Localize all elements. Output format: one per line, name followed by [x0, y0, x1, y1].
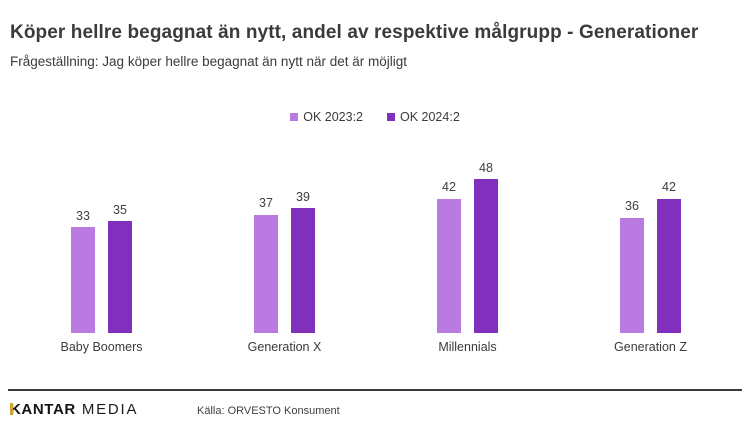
- bar-chart: 33 35 Baby Boomers 37 39 Generation X 42 48 Mill…: [10, 158, 742, 354]
- category-label: Generation Z: [614, 340, 687, 354]
- bar-group: 36 42 Generation Z: [559, 158, 742, 354]
- legend-swatch-icon: [290, 113, 299, 121]
- category-label: Millennials: [438, 340, 497, 354]
- bar-20242: [474, 179, 498, 333]
- bar-20242: [291, 208, 315, 333]
- source-note: Källa: ORVESTO Konsument: [197, 405, 340, 417]
- bar-20232: [437, 198, 461, 333]
- kantar-media-logo: KANTAR MEDIA: [10, 401, 138, 418]
- bar-value-label: 39: [296, 189, 310, 204]
- legend-item: OK 2024:2: [387, 110, 460, 124]
- bar-value-label: 33: [76, 208, 90, 223]
- legend-label: OK 2024:2: [400, 110, 460, 124]
- legend-label: OK 2023:2: [303, 110, 363, 124]
- bar-value-label: 37: [259, 196, 273, 211]
- page-title: Köper hellre begagnat än nytt, andel av …: [10, 22, 699, 43]
- bar-group: 33 35 Baby Boomers: [10, 158, 193, 354]
- bar-group: 42 48 Millennials: [376, 158, 559, 354]
- logo-media-text: MEDIA: [81, 401, 139, 418]
- bar-20232: [71, 227, 95, 333]
- category-label: Generation X: [247, 340, 322, 354]
- category-label: Baby Boomers: [60, 340, 143, 354]
- logo-kantar-text: KANTAR: [10, 401, 76, 418]
- bar-value-label: 42: [662, 180, 676, 195]
- bar-value-label: 48: [479, 160, 493, 175]
- footer-divider: [8, 389, 742, 391]
- chart-legend: OK 2023:2 OK 2024:2: [0, 110, 750, 124]
- bar-20242: [657, 198, 681, 333]
- bar-20232: [254, 214, 278, 333]
- legend-item: OK 2023:2: [290, 110, 363, 124]
- bar-value-label: 42: [442, 180, 456, 195]
- bar-value-label: 35: [113, 202, 127, 217]
- bar-20242: [108, 221, 132, 333]
- bar-20232: [620, 217, 644, 333]
- bar-value-label: 36: [625, 199, 639, 214]
- legend-swatch-icon: [387, 113, 395, 121]
- page-subtitle: Frågeställning: Jag köper hellre begagna…: [10, 54, 407, 69]
- bar-group: 37 39 Generation X: [193, 158, 376, 354]
